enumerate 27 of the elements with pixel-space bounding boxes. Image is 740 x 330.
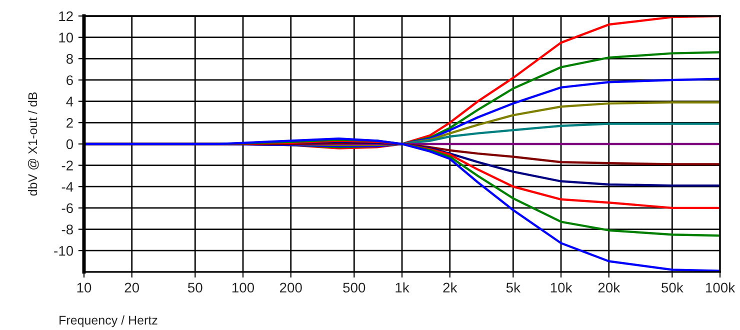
x-tick-label: 200 — [280, 282, 302, 293]
y-tick-label: -4 — [62, 182, 74, 192]
y-tick-label: -10 — [54, 246, 74, 256]
y-tick-label: 2 — [66, 118, 73, 128]
y-tick-label: 4 — [66, 96, 74, 106]
x-tick-label: 10k — [550, 282, 572, 293]
x-tick-label: 500 — [343, 282, 366, 293]
y-tick-label: 0 — [66, 139, 74, 150]
x-tick-label: 20k — [598, 282, 620, 293]
x-tick-label: 50 — [188, 282, 202, 293]
x-tick-label: 50k — [662, 282, 684, 293]
y-tick-label: 8 — [66, 54, 73, 64]
x-tick-label: 20 — [124, 282, 140, 293]
y-axis-title: dbV @ X1-out / dB — [28, 92, 39, 196]
y-tick-label: 10 — [59, 32, 74, 42]
x-tick-label: 5k — [506, 282, 520, 293]
x-tick-label: 2k — [443, 282, 458, 292]
y-tick-label: -6 — [62, 203, 73, 214]
y-tick-label: -8 — [62, 224, 73, 234]
x-tick-label: 10 — [77, 282, 92, 293]
x-tick-label: 100k — [706, 282, 736, 293]
x-tick-label: 100 — [232, 282, 254, 293]
x-tick-label: 1k — [396, 282, 410, 292]
x-axis-title: Frequency / Hertz — [60, 315, 158, 328]
y-tick-label: 12 — [59, 11, 73, 22]
y-tick-label: 6 — [66, 75, 73, 86]
y-tick-label: -2 — [62, 160, 73, 170]
